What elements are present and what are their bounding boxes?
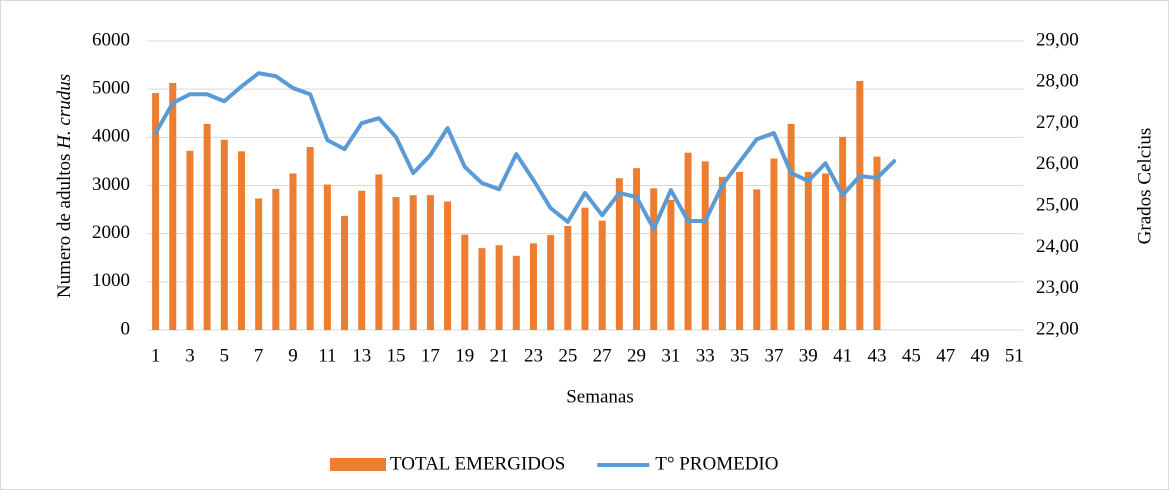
x-tick-label: 25 bbox=[558, 345, 577, 366]
x-tick-label: 21 bbox=[490, 345, 509, 366]
bar bbox=[598, 220, 606, 330]
bar bbox=[478, 248, 486, 330]
bar bbox=[547, 235, 555, 330]
bar bbox=[718, 176, 726, 330]
bar bbox=[237, 151, 245, 330]
y2-tick-label: 22,00 bbox=[1036, 318, 1079, 339]
x-tick-label: 39 bbox=[799, 345, 818, 366]
bar bbox=[255, 198, 263, 330]
bar bbox=[650, 188, 658, 330]
bar bbox=[306, 146, 314, 330]
x-tick-label: 43 bbox=[868, 345, 887, 366]
bar bbox=[633, 168, 641, 330]
bar bbox=[426, 195, 434, 330]
y2-tick-label: 23,00 bbox=[1036, 277, 1079, 298]
bar bbox=[581, 207, 589, 330]
bar bbox=[186, 150, 194, 330]
y-tick-label: 3000 bbox=[92, 174, 130, 195]
y-tick-label: 6000 bbox=[92, 29, 130, 50]
x-tick-label: 33 bbox=[696, 345, 715, 366]
y2-tick-label: 29,00 bbox=[1036, 29, 1079, 50]
bar bbox=[804, 172, 812, 330]
bar bbox=[684, 152, 692, 330]
bar bbox=[169, 82, 177, 330]
x-tick-label: 27 bbox=[593, 345, 612, 366]
x-tick-label: 1 bbox=[151, 345, 161, 366]
x-tick-label: 11 bbox=[318, 345, 336, 366]
x-tick-label: 5 bbox=[220, 345, 230, 366]
bar bbox=[375, 174, 383, 330]
legend-label: TOTAL EMERGIDOS bbox=[390, 453, 565, 474]
y-tick-label: 0 bbox=[121, 318, 131, 339]
x-tick-label: 23 bbox=[524, 345, 543, 366]
bar bbox=[839, 136, 847, 330]
y2-tick-label: 28,00 bbox=[1036, 71, 1079, 92]
bar bbox=[873, 156, 881, 330]
x-tick-label: 9 bbox=[288, 345, 298, 366]
bar bbox=[753, 189, 761, 330]
bar bbox=[770, 158, 778, 330]
bar bbox=[787, 123, 795, 330]
x-tick-label: 31 bbox=[661, 345, 680, 366]
x-tick-label: 37 bbox=[764, 345, 783, 366]
y-tick-label: 5000 bbox=[92, 78, 130, 99]
y-axis-title-italic: H. crudus bbox=[54, 74, 75, 150]
y2-tick-label: 26,00 bbox=[1036, 153, 1079, 174]
x-tick-label: 49 bbox=[971, 345, 990, 366]
bar bbox=[323, 184, 331, 330]
y-axis-title-text: Numero de adultos bbox=[54, 154, 75, 299]
x-tick-label: 41 bbox=[833, 345, 852, 366]
x-tick-label: 19 bbox=[455, 345, 474, 366]
bar bbox=[821, 173, 829, 330]
bar bbox=[289, 173, 297, 330]
x-tick-label: 29 bbox=[627, 345, 646, 366]
x-tick-label: 45 bbox=[902, 345, 921, 366]
bar bbox=[667, 199, 675, 330]
x-tick-label: 47 bbox=[936, 345, 955, 366]
x-axis-title: Semanas bbox=[566, 386, 634, 407]
bar bbox=[512, 255, 520, 330]
bar bbox=[736, 172, 744, 330]
legend-swatch bbox=[330, 458, 386, 471]
y2-tick-label: 27,00 bbox=[1036, 112, 1079, 133]
bar bbox=[615, 178, 623, 330]
bar bbox=[272, 188, 280, 330]
bar bbox=[495, 245, 503, 330]
line bbox=[153, 71, 897, 231]
x-tick-label: 7 bbox=[254, 345, 264, 366]
y2-axis-title: Grados Celcius bbox=[1134, 128, 1155, 245]
bar bbox=[461, 234, 469, 330]
x-tick-label: 3 bbox=[185, 345, 195, 366]
bar bbox=[701, 161, 709, 330]
bar bbox=[564, 225, 572, 330]
x-tick-label: 15 bbox=[387, 345, 406, 366]
y2-tick-label: 24,00 bbox=[1036, 236, 1079, 257]
x-tick-label: 51 bbox=[1005, 345, 1024, 366]
bar bbox=[529, 243, 537, 330]
bar bbox=[358, 190, 366, 330]
bar bbox=[444, 201, 452, 330]
bar bbox=[392, 197, 400, 330]
bar bbox=[856, 80, 864, 330]
y2-tick-label: 25,00 bbox=[1036, 195, 1079, 216]
x-tick-label: 13 bbox=[352, 345, 371, 366]
bar bbox=[203, 123, 211, 330]
y-axis-title: Numero de adultos H. crudus bbox=[54, 74, 75, 298]
y-tick-label: 4000 bbox=[92, 126, 130, 147]
y-tick-label: 2000 bbox=[92, 222, 130, 243]
legend-label: T° PROMEDIO bbox=[655, 453, 778, 474]
bar bbox=[152, 93, 160, 331]
bar bbox=[341, 215, 349, 330]
x-tick-label: 35 bbox=[730, 345, 749, 366]
bar bbox=[220, 139, 228, 330]
y-tick-label: 1000 bbox=[92, 270, 130, 291]
x-tick-label: 17 bbox=[421, 345, 440, 366]
bar bbox=[409, 195, 417, 330]
